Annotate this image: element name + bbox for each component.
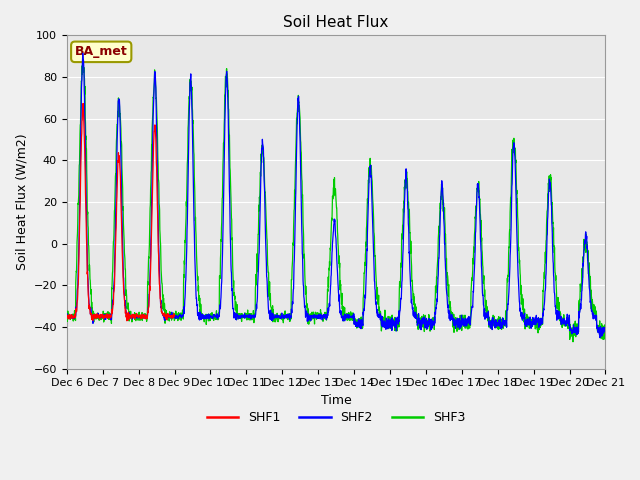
SHF2 <box>554 315 562 321</box>
SHF1 <box>63 312 70 318</box>
Text: BA_met: BA_met <box>75 45 127 59</box>
SHF3 <box>569 339 577 345</box>
Line: SHF1: SHF1 <box>67 104 174 321</box>
SHF2 <box>596 335 604 341</box>
SHF3 <box>570 328 577 334</box>
SHF3 <box>79 55 86 61</box>
Title: Soil Heat Flux: Soil Heat Flux <box>284 15 388 30</box>
SHF3 <box>352 319 360 324</box>
SHF2 <box>79 50 86 56</box>
SHF2 <box>364 230 371 236</box>
Line: SHF2: SHF2 <box>67 53 605 338</box>
SHF3 <box>602 329 609 335</box>
SHF3 <box>364 196 371 202</box>
SHF2 <box>213 313 221 319</box>
SHF2 <box>493 319 500 325</box>
Line: SHF3: SHF3 <box>67 58 605 342</box>
Legend: SHF1, SHF2, SHF3: SHF1, SHF2, SHF3 <box>202 406 470 429</box>
SHF3 <box>63 314 70 320</box>
SHF3 <box>554 295 562 300</box>
SHF3 <box>493 323 500 329</box>
SHF2 <box>352 324 360 329</box>
X-axis label: Time: Time <box>321 394 351 407</box>
SHF3 <box>213 313 221 319</box>
Y-axis label: Soil Heat Flux (W/m2): Soil Heat Flux (W/m2) <box>15 133 28 270</box>
SHF2 <box>569 327 577 333</box>
SHF2 <box>602 327 609 333</box>
SHF2 <box>63 312 70 318</box>
